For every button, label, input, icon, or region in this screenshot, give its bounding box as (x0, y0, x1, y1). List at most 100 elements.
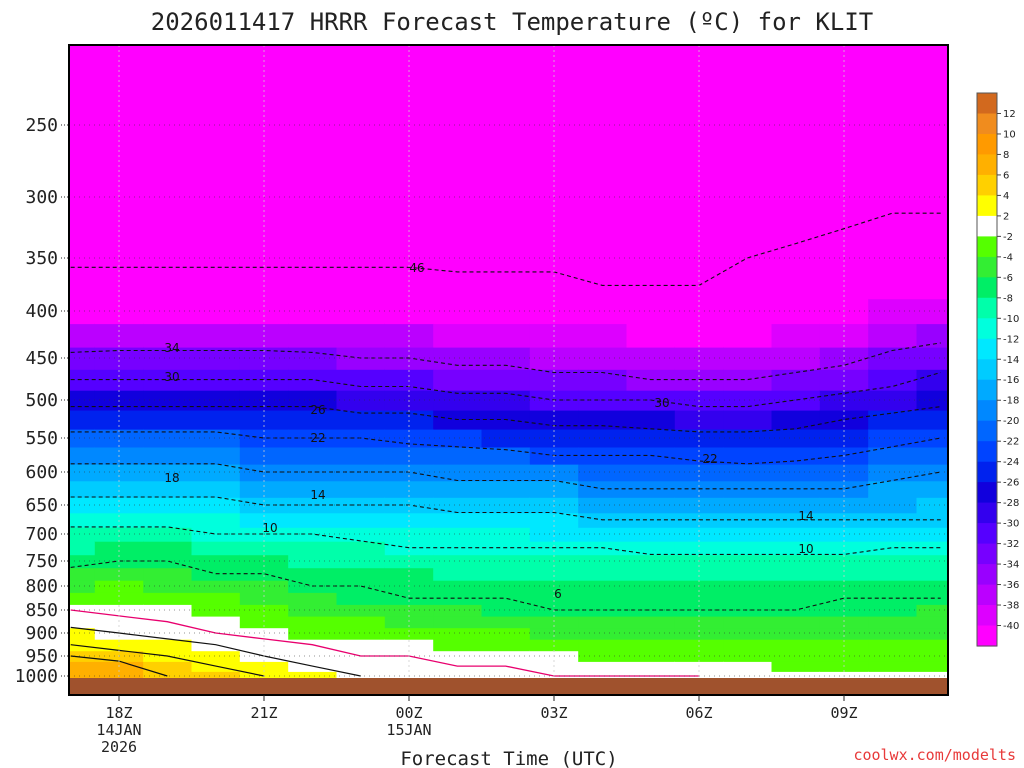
temperature-cell (94, 409, 144, 430)
temperature-cell (674, 615, 724, 629)
x-tick-label: 15JAN (386, 721, 431, 739)
contour-label: 30 (164, 370, 179, 384)
temperature-cell (143, 389, 193, 411)
temperature-cell (433, 567, 483, 581)
temperature-cell (578, 45, 628, 62)
temperature-cell (868, 60, 918, 106)
temperature-cell (481, 650, 531, 662)
temperature-cell (69, 323, 96, 348)
temperature-cell (433, 615, 483, 629)
temperature-cell (771, 671, 821, 682)
temperature-cell (723, 554, 773, 569)
x-tick-label: 21Z (250, 704, 277, 722)
temperature-cell (723, 60, 773, 106)
temperature-cell (336, 638, 386, 652)
temperature-cell (868, 567, 918, 581)
temperature-cell (626, 346, 676, 370)
temperature-cell (771, 45, 821, 62)
temperature-cell (69, 615, 96, 629)
temperature-cell (868, 650, 918, 662)
temperature-cell (819, 480, 869, 498)
temperature-cell (868, 638, 918, 652)
temperature-cell (143, 592, 193, 605)
temperature-cell (191, 480, 241, 498)
temperature-cell (529, 60, 579, 106)
temperature-cell (69, 243, 96, 273)
isotherm-line (70, 406, 941, 433)
colorbar-label: -16 (1003, 375, 1019, 386)
colorbar-label: -2 (1003, 232, 1013, 243)
temperature-cell (433, 389, 483, 411)
temperature-cell (481, 243, 531, 273)
temperature-cell (578, 368, 628, 391)
temperature-cell (626, 650, 676, 662)
temperature-cell (69, 213, 96, 245)
temperature-cell (626, 540, 676, 556)
temperature-cell (771, 60, 821, 106)
colorbar-swatch (977, 256, 997, 278)
temperature-cell (723, 446, 773, 465)
temperature-cell (94, 592, 144, 605)
temperature-cell (143, 463, 193, 482)
temperature-cell (626, 45, 676, 62)
temperature-cell (868, 389, 918, 411)
temperature-cell (771, 650, 821, 662)
contour-label: 18 (164, 471, 179, 485)
y-tick-label: 350 (25, 248, 58, 269)
temperature-cell (288, 540, 338, 556)
colorbar-swatch (977, 134, 997, 156)
temperature-cell (69, 298, 96, 325)
temperature-cell (723, 650, 773, 662)
temperature-cell (481, 144, 531, 181)
temperature-cell (433, 512, 483, 528)
temperature-cell (578, 526, 628, 542)
temperature-cell (433, 346, 483, 370)
contour-label: 14 (310, 488, 325, 502)
credit-link[interactable]: coolwx.com/modelts (853, 746, 1016, 764)
temperature-cell (288, 615, 338, 629)
temperature-cell (433, 428, 483, 448)
y-tick-label: 500 (25, 390, 58, 411)
temperature-cell (868, 463, 918, 482)
temperature-cell (578, 323, 628, 348)
temperature-cell (191, 579, 241, 593)
temperature-cell (433, 604, 483, 617)
temperature-cell (69, 512, 96, 528)
temperature-cell (868, 671, 918, 682)
temperature-cell (191, 604, 241, 617)
temperature-cell (626, 323, 676, 348)
temperature-cell (143, 45, 193, 62)
temperature-cell (336, 627, 386, 640)
temperature-cell (916, 463, 948, 482)
temperature-cell (143, 638, 193, 652)
temperature-cell (143, 661, 193, 672)
temperature-cell (819, 615, 869, 629)
temperature-cell (674, 567, 724, 581)
temperature-cell (578, 554, 628, 569)
temperature-cell (626, 554, 676, 569)
temperature-cell (288, 271, 338, 300)
temperature-cell (481, 180, 531, 214)
temperature-cell (143, 497, 193, 514)
temperature-cell (191, 615, 241, 629)
temperature-cell (336, 144, 386, 181)
temperature-cell (69, 480, 96, 498)
y-tick-label: 950 (25, 646, 58, 667)
temperature-cell (239, 592, 289, 605)
temperature-cell (94, 540, 144, 556)
temperature-cell (868, 615, 918, 629)
temperature-cell (771, 144, 821, 181)
temperature-cell (69, 368, 96, 391)
temperature-cell (771, 346, 821, 370)
colorbar-swatch (977, 543, 997, 565)
temperature-cell (723, 540, 773, 556)
temperature-cell (771, 243, 821, 273)
colorbar-label: -38 (1003, 601, 1019, 612)
x-tick-label: 03Z (540, 704, 567, 722)
temperature-cell (69, 104, 96, 145)
temperature-cell (288, 60, 338, 106)
colorbar-swatch (977, 379, 997, 401)
temperature-cell (69, 45, 96, 62)
colorbar-label: -14 (1003, 355, 1019, 366)
